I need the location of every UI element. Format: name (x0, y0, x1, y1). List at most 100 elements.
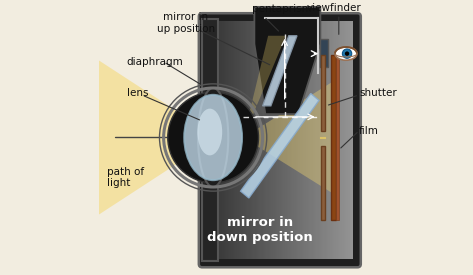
Bar (319, 21, 320, 259)
Text: mirror in
down position: mirror in down position (207, 216, 313, 244)
Bar (279, 21, 280, 259)
FancyBboxPatch shape (199, 13, 361, 267)
Bar (261, 21, 262, 259)
Bar (219, 21, 220, 259)
Bar (254, 21, 255, 259)
Text: path of
light: path of light (107, 167, 144, 188)
Bar (214, 21, 216, 259)
Bar (348, 21, 349, 259)
Bar (347, 21, 348, 259)
Bar (304, 21, 305, 259)
Bar (333, 21, 334, 259)
Bar (248, 21, 249, 259)
Bar (341, 21, 342, 259)
Bar (224, 21, 225, 259)
Bar (330, 21, 331, 259)
Bar (291, 21, 292, 259)
Bar (292, 21, 293, 259)
Bar (313, 21, 314, 259)
Bar (259, 21, 261, 259)
Bar (327, 21, 328, 259)
Bar (324, 21, 326, 259)
Bar (343, 21, 344, 259)
Bar (231, 21, 233, 259)
Bar (310, 21, 311, 259)
Bar (317, 21, 319, 259)
Bar (212, 21, 213, 259)
Bar (255, 21, 257, 259)
Bar (282, 21, 283, 259)
Bar (233, 21, 234, 259)
Bar (338, 21, 339, 259)
Bar (309, 21, 310, 259)
Bar (265, 21, 266, 259)
Bar (277, 21, 279, 259)
Bar (237, 21, 238, 259)
Bar (342, 21, 343, 259)
Text: viewfinder: viewfinder (307, 3, 361, 13)
Bar (344, 21, 345, 259)
Bar (283, 21, 285, 259)
Bar (238, 21, 240, 259)
Bar (268, 21, 269, 259)
Bar (308, 21, 309, 259)
Bar (335, 21, 337, 259)
Bar (321, 146, 325, 220)
Bar (245, 21, 246, 259)
Bar (305, 21, 307, 259)
Bar (303, 21, 304, 259)
Text: diaphragm: diaphragm (126, 57, 183, 67)
Polygon shape (241, 94, 319, 198)
Bar (345, 21, 347, 259)
Bar (236, 21, 237, 259)
Ellipse shape (184, 95, 242, 180)
Polygon shape (254, 7, 320, 114)
Bar (276, 21, 277, 259)
Bar (287, 21, 289, 259)
Bar (285, 21, 286, 259)
Bar (331, 21, 332, 259)
Bar (337, 21, 338, 259)
Bar (253, 21, 254, 259)
Bar (220, 21, 222, 259)
Bar (202, 19, 218, 261)
Bar (266, 21, 268, 259)
Bar (275, 21, 276, 259)
Bar (269, 21, 270, 259)
Bar (314, 21, 315, 259)
Bar (272, 21, 274, 259)
Bar (213, 21, 214, 259)
Bar (235, 21, 236, 259)
Bar (334, 21, 335, 259)
Bar (229, 21, 230, 259)
Bar (289, 21, 291, 259)
Bar (350, 21, 351, 259)
Bar (349, 21, 350, 259)
Bar (263, 21, 264, 259)
Bar (225, 21, 227, 259)
Bar (281, 21, 282, 259)
Bar (216, 21, 217, 259)
Bar (223, 21, 224, 259)
Bar (293, 21, 294, 259)
Bar (298, 21, 299, 259)
Bar (249, 21, 251, 259)
Bar (294, 21, 296, 259)
Bar (218, 21, 219, 259)
Polygon shape (244, 82, 332, 192)
Bar (320, 21, 321, 259)
Bar (316, 21, 317, 259)
Bar (257, 21, 258, 259)
Bar (336, 55, 339, 220)
Bar (280, 21, 281, 259)
Bar (300, 21, 302, 259)
Text: pentaprism: pentaprism (252, 4, 311, 14)
Bar (320, 39, 328, 67)
Circle shape (168, 92, 259, 183)
Bar (217, 21, 218, 259)
Bar (321, 21, 322, 259)
Text: lens: lens (126, 89, 148, 98)
Ellipse shape (335, 47, 357, 60)
Ellipse shape (198, 88, 228, 187)
Bar (244, 21, 245, 259)
